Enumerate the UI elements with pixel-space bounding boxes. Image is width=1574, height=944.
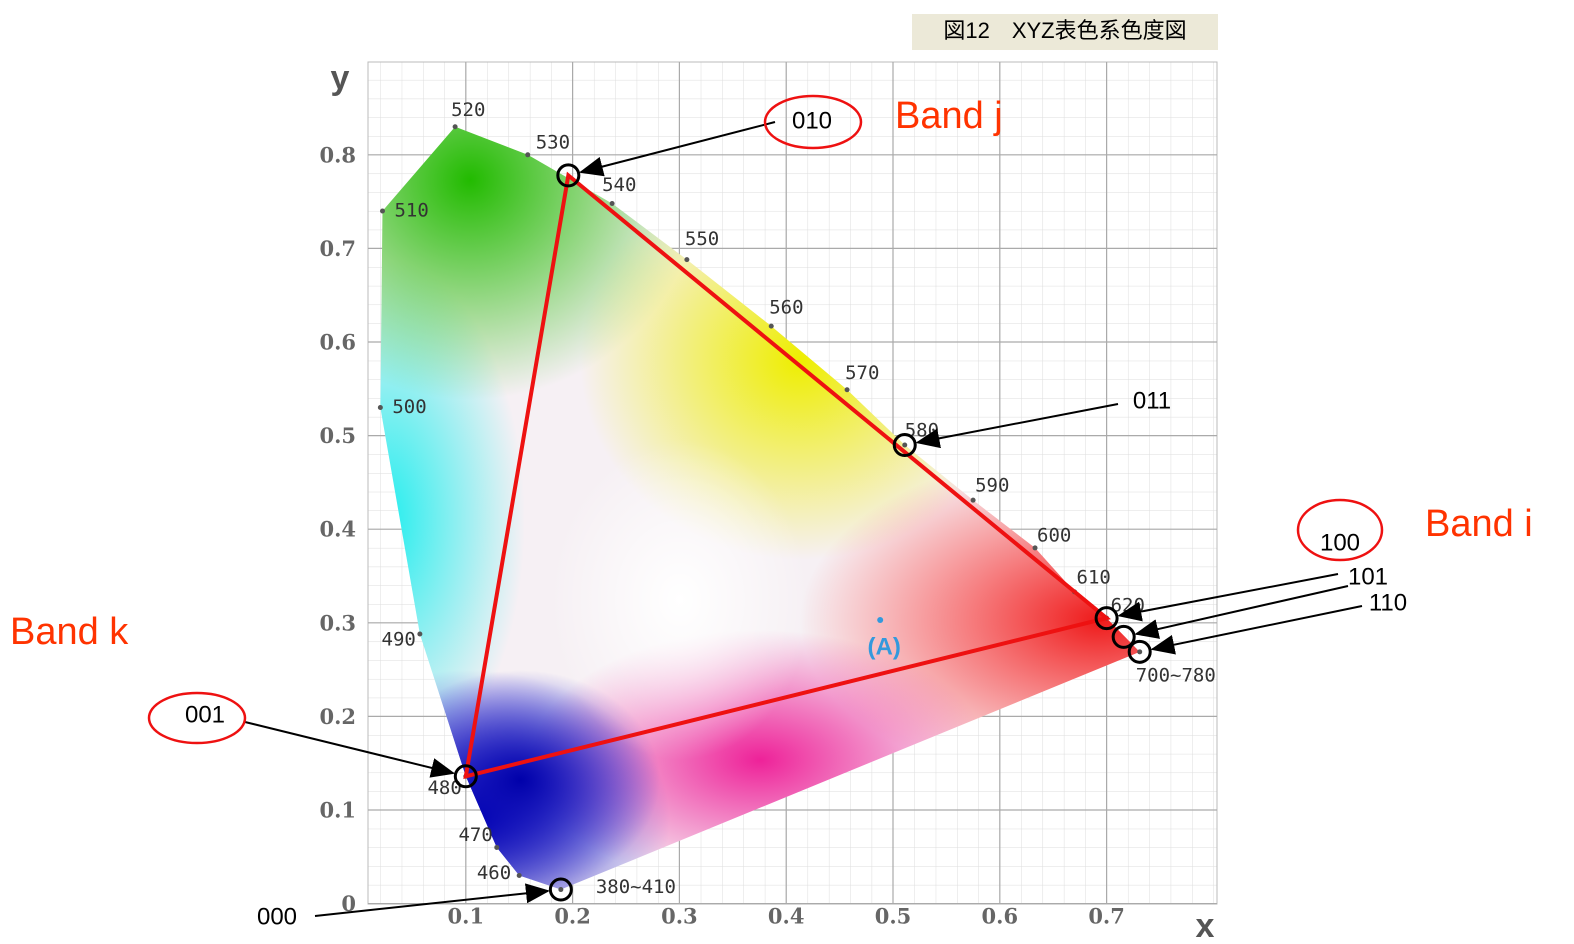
wavelength-label: 500 — [392, 396, 426, 418]
x-tick-label: 0.3 — [661, 904, 698, 929]
wavelength-label: 580 — [905, 419, 939, 441]
wavelength-label: 510 — [394, 199, 428, 221]
wavelength-label: 380~410 — [596, 876, 676, 898]
locus-point — [684, 257, 690, 263]
x-tick-label: 0.1 — [448, 904, 485, 929]
wavelength-label: 550 — [685, 228, 719, 250]
gamut-triangle — [463, 171, 1111, 779]
y-tick-label: 0.2 — [319, 704, 356, 729]
wavelength-label: 560 — [769, 297, 803, 319]
band-label: Band k — [10, 611, 129, 653]
code-arrow — [1150, 605, 1363, 655]
y-tick-label: 0.6 — [319, 330, 356, 355]
locus-point — [558, 887, 564, 893]
locus-point — [379, 208, 385, 214]
x-tick-label: 0.6 — [982, 904, 1019, 929]
code-label: 011 — [1133, 387, 1171, 414]
locus-point — [902, 442, 908, 448]
code-circle — [548, 877, 573, 902]
color-blend — [380, 126, 700, 400]
wavelength-label: 530 — [536, 131, 570, 153]
wavelength-label: 470 — [458, 824, 492, 846]
y-tick-label: 0 — [341, 891, 356, 916]
locus-point — [970, 497, 976, 503]
wavelength-label: 540 — [602, 174, 636, 196]
wavelength-label: 610 — [1077, 566, 1111, 588]
code-circle — [1111, 624, 1136, 649]
wavelength-label: 520 — [451, 99, 485, 121]
y-axis-label: y — [331, 59, 350, 97]
code-circle — [1127, 639, 1152, 664]
illuminant-point — [877, 616, 884, 623]
wavelength-label: 480 — [427, 777, 461, 799]
y-tick-label: 0.8 — [319, 142, 356, 167]
locus-point — [844, 387, 850, 393]
code-label: 010 — [792, 107, 832, 134]
code-label: 110 — [1369, 589, 1407, 616]
wavelength-label: 600 — [1037, 524, 1071, 546]
code-circle — [892, 432, 917, 457]
locus-point — [452, 124, 458, 130]
locus-point — [1137, 649, 1143, 655]
y-tick-label: 0.4 — [319, 517, 356, 542]
code-arrow — [314, 883, 550, 917]
x-axis-label: x — [1196, 907, 1215, 944]
code-label: 000 — [257, 903, 297, 930]
code-arrow — [578, 121, 776, 177]
wavelength-label: 460 — [477, 862, 511, 884]
wavelength-label: 570 — [845, 362, 879, 384]
y-tick-label: 0.7 — [319, 236, 356, 261]
x-tick-label: 0.4 — [768, 904, 805, 929]
code-circle — [453, 764, 478, 789]
locus-point — [1032, 545, 1038, 551]
code-circle — [556, 163, 581, 188]
band-ellipse — [763, 94, 863, 150]
title-box — [912, 14, 1218, 50]
color-blend — [550, 440, 810, 760]
x-tick-label: 0.5 — [875, 904, 912, 929]
y-tick-label: 0.1 — [319, 798, 356, 823]
code-arrow — [915, 403, 1119, 449]
band-label: Band j — [895, 95, 1003, 137]
code-label: 100 — [1320, 529, 1360, 556]
band-ellipse — [1296, 498, 1384, 562]
wavelength-label: 490 — [382, 629, 416, 651]
locus-point — [516, 873, 522, 879]
band-label: Band i — [1425, 503, 1533, 545]
wavelength-label: 590 — [975, 475, 1009, 497]
locus-point — [417, 631, 423, 637]
illuminant-label: (A) — [868, 633, 901, 660]
code-label: 001 — [185, 701, 225, 728]
code-arrow — [244, 721, 456, 778]
band-ellipse — [147, 691, 247, 745]
code-circle — [1094, 606, 1119, 631]
y-tick-label: 0.5 — [319, 423, 356, 448]
locus-point — [768, 323, 774, 329]
code-label: 101 — [1348, 563, 1388, 590]
locus-point — [377, 405, 383, 411]
y-tick-label: 0.3 — [319, 610, 356, 635]
chart-title: 図12 XYZ表色系色度図 — [943, 18, 1186, 43]
locus-point — [609, 200, 615, 206]
wavelength-label: 700~780 — [1136, 664, 1216, 686]
locus-point — [525, 152, 531, 158]
x-tick-label: 0.2 — [554, 904, 591, 929]
x-tick-label: 0.7 — [1088, 904, 1125, 929]
code-arrow — [1134, 585, 1349, 639]
code-arrow — [1117, 573, 1339, 622]
locus-point — [494, 844, 500, 850]
